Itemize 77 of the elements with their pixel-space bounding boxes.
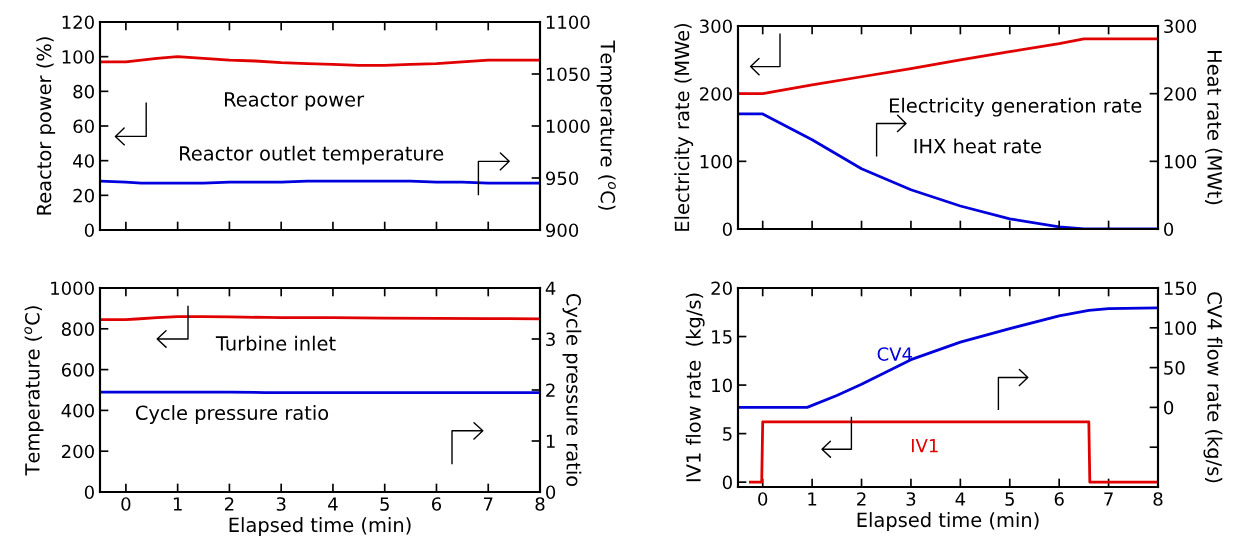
y2-tick-label: 100 [1164, 154, 1197, 169]
annotation: Turbine inlet [215, 335, 336, 351]
y-tick-label: 20 [73, 188, 94, 203]
x-tick-label: 0 [121, 497, 131, 511]
x-tick-label: 5 [380, 497, 389, 511]
y-tick-label: 100 [700, 154, 732, 169]
series-label: CV4 [877, 347, 913, 361]
y-axis-title: Temperature ($^{o}$C) [24, 306, 44, 476]
x-tick-label: 6 [431, 497, 442, 511]
y2-tick-label: 300 [1164, 19, 1197, 34]
series-label: IV1 [911, 439, 938, 453]
y-tick-label: 20 [711, 281, 732, 296]
y-tick-label: 5 [723, 427, 732, 441]
y-tick-label: 120 [62, 15, 94, 30]
y-tick-label: 0 [722, 475, 732, 490]
x-tick-label: 4 [955, 492, 966, 506]
x-tick-label: 3 [906, 492, 916, 506]
y2-tick-label: 3 [546, 332, 555, 347]
y2-axis-title: CV4 flow rate (kg/s) [1203, 292, 1223, 483]
y2-tick-label: 1000 [546, 119, 590, 134]
y-tick-label: 100 [62, 50, 94, 64]
y-axis-title: IV1 flow rate (kg/s) [685, 293, 705, 482]
x-tick-label: 3 [276, 497, 286, 511]
x-tick-label: 1 [808, 492, 817, 506]
annotation: Electricity generation rate [890, 97, 1142, 117]
x-tick-label: 7 [1104, 492, 1113, 506]
y-tick-label: 300 [700, 19, 732, 34]
y2-tick-label: 150 [1164, 281, 1197, 296]
annotation: Reactor outlet temperature [180, 145, 444, 165]
y-axis-title: Reactor power (%) [36, 37, 56, 215]
y2-axis-title: Cycle pressure ratio [562, 293, 582, 487]
y2-tick-label: 1100 [546, 15, 590, 30]
y-tick-label: 15 [712, 330, 732, 344]
y2-tick-label: 1050 [546, 67, 590, 82]
y-tick-label: 1000 [51, 281, 94, 296]
y2-axis-title: Temperature ($^{o}$C) [596, 40, 616, 210]
x-tick-label: 5 [1005, 492, 1014, 506]
annotation: Cycle pressure ratio [135, 405, 329, 424]
x-tick-label: 6 [1054, 492, 1064, 506]
x-tick-label: 8 [1153, 492, 1163, 506]
annotation: Reactor power [225, 92, 365, 111]
x-axis-title: Elapsed time (min) [857, 512, 1039, 531]
y-tick-label: 200 [62, 444, 94, 459]
y-tick-label: 200 [700, 87, 732, 101]
y-tick-label: 10 [712, 378, 732, 393]
x-axis-title: Elapsed time (min) [229, 517, 411, 536]
y2-tick-label: 0 [1164, 400, 1174, 415]
y2-tick-label: 100 [1164, 321, 1197, 335]
x-tick-label: 0 [758, 492, 768, 506]
line-series [100, 55, 540, 67]
x-tick-label: 7 [483, 497, 493, 511]
y-tick-label: 600 [61, 363, 94, 377]
y-axis-title: Electricity rate (MWe) [674, 23, 694, 231]
y2-tick-label: 50 [1164, 361, 1185, 375]
y2-axis-title: Heat rate (MWt) [1204, 51, 1223, 205]
x-tick-label: 1 [173, 497, 182, 511]
y-tick-label: 0 [84, 223, 94, 238]
y2-tick-label: 1 [546, 434, 555, 448]
line-series [738, 37, 1158, 96]
y-tick-label: 800 [61, 322, 94, 336]
y2-tick-label: 4 [545, 281, 556, 295]
x-tick-label: 8 [535, 497, 545, 511]
x-tick-label: 4 [328, 497, 338, 511]
y-tick-label: 80 [73, 84, 94, 99]
y-tick-label: 60 [73, 119, 94, 134]
y-tick-label: 400 [61, 403, 94, 418]
annotation: IHX heat rate [914, 138, 1042, 154]
y2-tick-label: 200 [1164, 87, 1197, 101]
x-tick-label: 2 [224, 497, 234, 511]
y2-tick-label: 900 [546, 223, 579, 238]
y2-tick-label: 0 [1164, 222, 1174, 237]
y2-tick-label: 950 [546, 171, 579, 186]
y-tick-label: 40 [73, 154, 94, 168]
y2-tick-label: 2 [546, 383, 555, 397]
x-tick-label: 2 [857, 492, 866, 506]
line-series [738, 306, 1158, 409]
y-tick-label: 0 [722, 222, 732, 237]
